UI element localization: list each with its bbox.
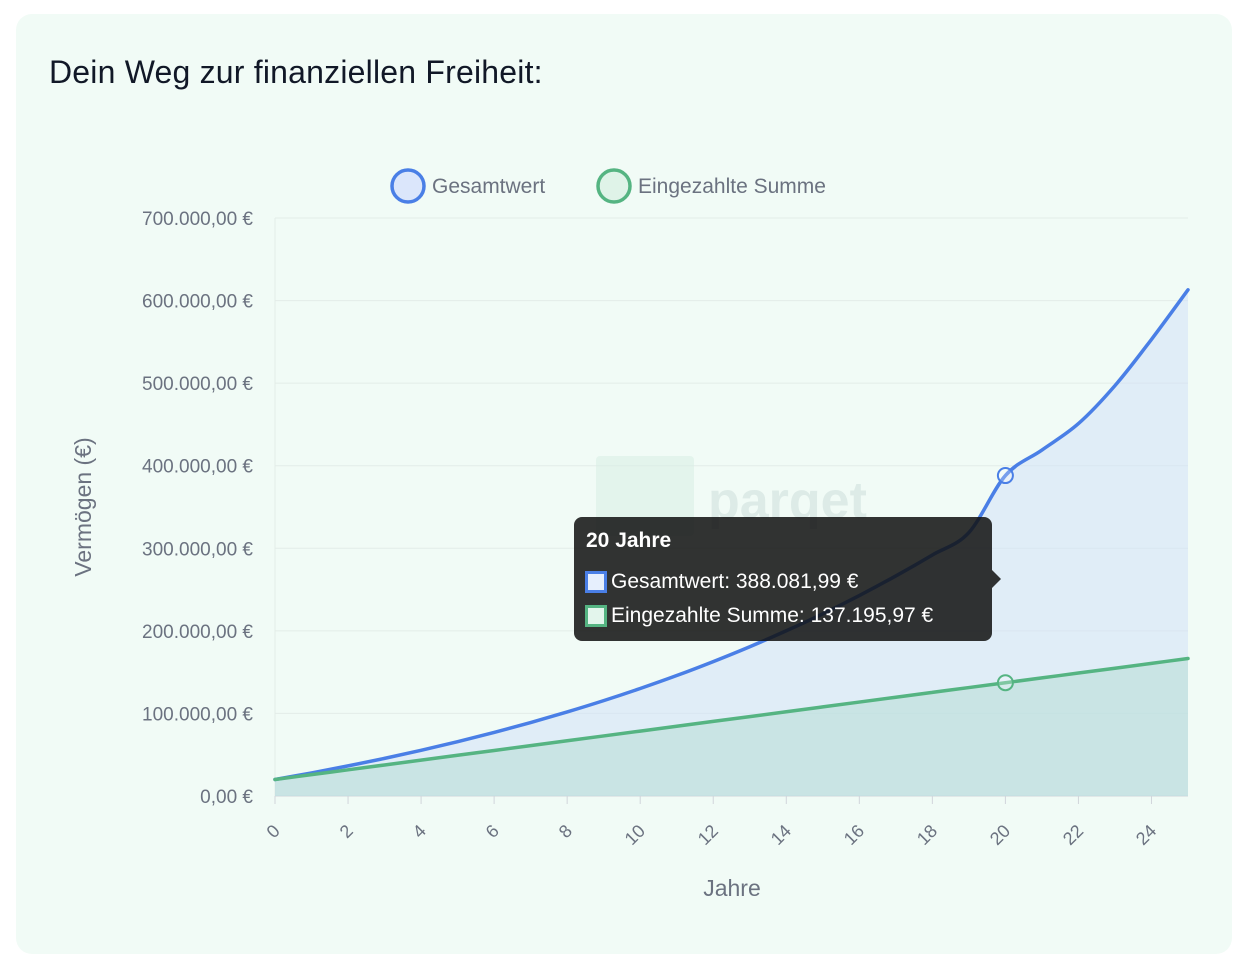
x-tick-label: 4	[409, 821, 430, 842]
y-tick-label: 400.000,00 €	[142, 457, 253, 478]
hover-point-paid[interactable]	[996, 674, 1014, 692]
legend-marker-total[interactable]	[390, 168, 426, 204]
y-axis-title: Vermögen (€)	[70, 437, 96, 576]
watermark-logo-icon	[596, 456, 694, 536]
card-title: Dein Weg zur finanziellen Freiheit:	[49, 54, 543, 90]
tooltip-row-paid: Eingezahlte Summe: 137.195,97 €	[585, 602, 933, 630]
legend[interactable]: Gesamtwert Eingezahlte Summe	[390, 168, 826, 204]
x-tick-label: 24	[1132, 821, 1160, 849]
y-tick-label: 700.000,00 €	[142, 209, 253, 230]
point-layer	[996, 467, 1014, 692]
y-tick-label: 300.000,00 €	[142, 539, 253, 560]
hover-point-total[interactable]	[996, 467, 1014, 485]
x-tick-label: 12	[694, 821, 722, 849]
series-area-total	[275, 289, 1188, 796]
legend-label-paid[interactable]: Eingezahlte Summe	[638, 175, 826, 198]
x-tick-label: 18	[913, 821, 941, 849]
y-tick-label: 500.000,00 €	[142, 374, 253, 395]
series-line-paid	[273, 656, 1190, 782]
legend-label-total[interactable]: Gesamtwert	[432, 175, 545, 198]
y-tick-label: 600.000,00 €	[142, 292, 253, 313]
legend-marker-paid[interactable]	[596, 168, 632, 204]
y-tick-label: 0,00 €	[200, 787, 253, 808]
tooltip-swatch-paid	[585, 605, 607, 627]
x-tick-label: 6	[482, 821, 503, 842]
tooltip-swatch-total	[585, 571, 607, 593]
x-tick-label: 20	[986, 821, 1014, 849]
series-line-total	[273, 288, 1190, 782]
x-tick-label: 0	[263, 821, 284, 842]
tooltip: 20 Jahre Gesamtwert: 388.081,99 € Eingez…	[574, 517, 1001, 641]
tooltip-total-text: Gesamtwert: 388.081,99 €	[611, 570, 859, 593]
x-tick-label: 2	[336, 821, 357, 842]
x-tick-label: 16	[840, 821, 868, 849]
tooltip-title: 20 Jahre	[586, 529, 672, 552]
area-layer	[275, 289, 1188, 796]
y-tick-label: 100.000,00 €	[142, 704, 253, 725]
y-tick-label: 200.000,00 €	[142, 622, 253, 643]
tooltip-row-total: Gesamtwert: 388.081,99 €	[585, 568, 858, 596]
line-layer	[273, 288, 1190, 782]
x-tick-label: 14	[767, 821, 795, 849]
x-tick-label: 8	[555, 821, 576, 842]
series-area-paid	[275, 658, 1188, 796]
x-axis-title: Jahre	[703, 875, 761, 901]
x-tick-label: 10	[621, 821, 649, 849]
x-tick-label: 22	[1059, 821, 1087, 849]
tooltip-paid-text: Eingezahlte Summe: 137.195,97 €	[611, 604, 934, 627]
